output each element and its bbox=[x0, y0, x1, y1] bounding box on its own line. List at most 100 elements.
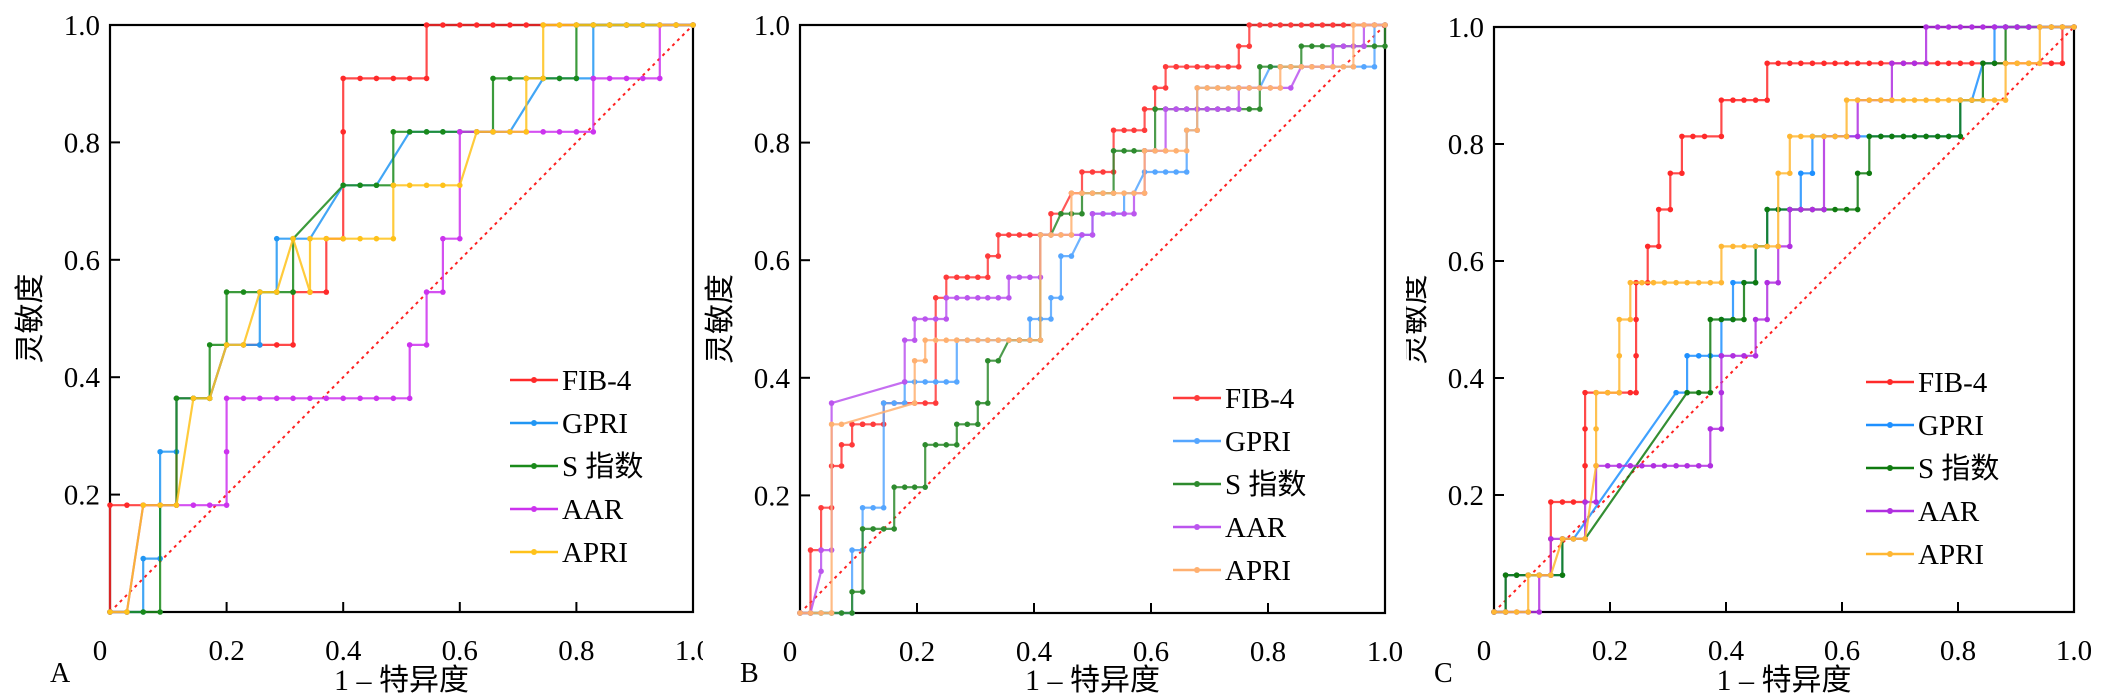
data-point bbox=[953, 337, 960, 343]
data-point bbox=[911, 316, 918, 322]
data-point bbox=[995, 232, 1002, 238]
legend-swatch-marker bbox=[1194, 395, 1200, 401]
data-point bbox=[406, 342, 413, 348]
x-tick-label: 0.4 bbox=[1016, 636, 1053, 668]
data-point bbox=[157, 609, 163, 615]
data-point bbox=[1162, 63, 1169, 70]
data-point bbox=[1627, 462, 1634, 469]
data-point bbox=[1361, 43, 1367, 49]
data-point bbox=[1821, 133, 1827, 140]
data-point bbox=[1183, 106, 1190, 112]
data-point bbox=[1633, 389, 1639, 396]
data-point bbox=[1298, 22, 1305, 28]
data-point bbox=[880, 400, 887, 406]
data-point bbox=[1309, 43, 1315, 49]
data-point bbox=[1016, 337, 1023, 343]
data-point bbox=[1267, 22, 1274, 28]
reference-diagonal-line bbox=[109, 24, 694, 613]
data-point bbox=[1058, 295, 1064, 301]
y-tick-label: 0.4 bbox=[754, 363, 791, 395]
data-point bbox=[1267, 63, 1274, 70]
data-point bbox=[373, 395, 380, 402]
data-point bbox=[1277, 63, 1284, 70]
legend-swatch-marker bbox=[1194, 481, 1200, 487]
data-point bbox=[290, 342, 296, 348]
data-point bbox=[849, 610, 855, 616]
data-point bbox=[523, 75, 530, 82]
data-point bbox=[911, 337, 918, 343]
data-point bbox=[984, 274, 991, 281]
legend-item-s-指数: S 指数 bbox=[1173, 468, 1306, 501]
data-point bbox=[995, 253, 1002, 259]
data-point bbox=[257, 395, 263, 402]
data-point bbox=[273, 342, 280, 348]
data-point bbox=[273, 289, 280, 295]
data-point bbox=[1246, 43, 1253, 49]
data-point bbox=[1204, 106, 1210, 112]
data-point bbox=[140, 502, 147, 508]
data-point bbox=[1559, 536, 1566, 542]
data-point bbox=[390, 182, 397, 189]
data-point bbox=[964, 295, 971, 301]
data-point bbox=[1582, 462, 1588, 469]
data-point bbox=[1100, 210, 1106, 217]
data-point bbox=[1131, 148, 1137, 154]
data-point bbox=[1536, 572, 1543, 578]
data-point bbox=[656, 22, 663, 28]
data-point bbox=[124, 502, 130, 508]
data-point bbox=[807, 610, 814, 616]
data-point bbox=[1730, 316, 1736, 323]
legend-item-apri: APRI bbox=[1173, 555, 1291, 587]
data-point bbox=[1764, 316, 1770, 323]
x-tick-label: 1.0 bbox=[675, 635, 703, 667]
data-point bbox=[240, 289, 247, 295]
data-point bbox=[1257, 85, 1263, 91]
data-point bbox=[1016, 274, 1023, 281]
data-point bbox=[953, 379, 960, 385]
data-point bbox=[1650, 462, 1657, 469]
data-point bbox=[1991, 60, 1998, 67]
data-point bbox=[859, 526, 866, 532]
data-point bbox=[606, 75, 613, 82]
data-point bbox=[1752, 243, 1759, 250]
data-point bbox=[1079, 210, 1085, 217]
data-point bbox=[623, 22, 630, 28]
data-point bbox=[423, 129, 430, 135]
legend: FIB-4 GPRI S 指数 AAR APRI bbox=[1866, 367, 1999, 571]
data-point bbox=[818, 504, 824, 511]
data-point bbox=[1016, 232, 1023, 238]
data-point bbox=[911, 400, 918, 406]
data-point bbox=[943, 274, 950, 281]
data-point bbox=[390, 75, 397, 82]
data-point bbox=[507, 129, 513, 135]
data-point bbox=[1079, 232, 1085, 238]
data-point bbox=[1048, 295, 1054, 301]
data-point bbox=[1821, 206, 1827, 213]
legend-swatch-marker bbox=[1194, 524, 1200, 530]
legend-item-apri: APRI bbox=[510, 537, 628, 569]
data-point bbox=[590, 22, 597, 28]
data-point bbox=[1173, 106, 1179, 112]
data-point bbox=[1667, 206, 1674, 213]
reference-diagonal-line bbox=[799, 24, 1386, 614]
data-point bbox=[1655, 206, 1662, 213]
data-point bbox=[870, 526, 876, 532]
data-point bbox=[1141, 127, 1148, 134]
panel-a: 0 0.2 0.4 0.6 0.8 1.0 0.2 0.4 0.6 0.8 1.0 1 – 特异度 灵敏… bbox=[0, 0, 703, 699]
data-point bbox=[1980, 24, 1986, 30]
data-point bbox=[1214, 63, 1221, 70]
data-point bbox=[2025, 24, 2032, 30]
data-point bbox=[953, 442, 960, 448]
legend-swatch-marker bbox=[1887, 465, 1893, 471]
y-tick-label: 0.4 bbox=[1448, 363, 1485, 395]
data-point bbox=[340, 395, 347, 402]
data-point bbox=[1361, 63, 1367, 70]
panel-label: C bbox=[1434, 658, 1453, 689]
data-point bbox=[490, 22, 496, 28]
data-point bbox=[1131, 190, 1137, 196]
data-point bbox=[818, 568, 824, 575]
plot-frame bbox=[1492, 25, 2076, 614]
data-point bbox=[1707, 389, 1714, 396]
data-point bbox=[273, 235, 280, 242]
legend-label: S 指数 bbox=[562, 450, 643, 483]
